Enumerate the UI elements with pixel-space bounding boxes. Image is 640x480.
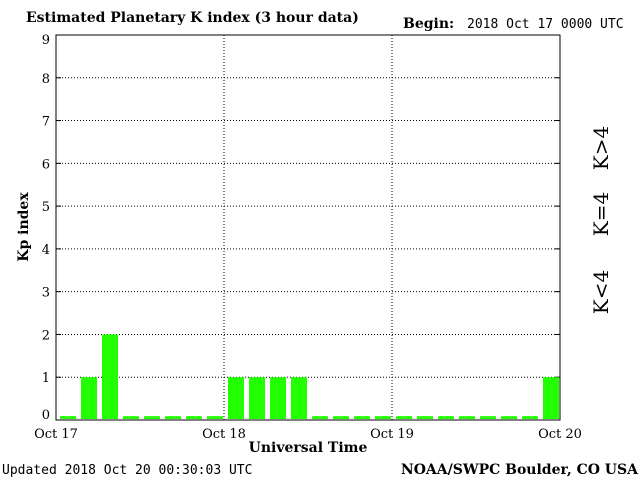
- kp-bar: [438, 416, 454, 419]
- x-tick-labels: Oct 17 Oct 18 Oct 19 Oct 20: [34, 427, 582, 442]
- grid-lines: [56, 34, 560, 421]
- y-tick-label: 1: [42, 371, 50, 386]
- kp-bar: [102, 334, 118, 419]
- y-tick-label: 3: [42, 286, 50, 301]
- y-tick-label: 7: [42, 115, 50, 130]
- kp-bar: [60, 416, 76, 419]
- kp-bar: [270, 377, 286, 419]
- y-tick-label: 8: [42, 72, 50, 87]
- y-tick-label: 4: [42, 243, 50, 258]
- x-tick-label: Oct 19: [370, 427, 414, 442]
- x-axis-label: Universal Time: [249, 440, 368, 456]
- y-tick-label: 9: [42, 33, 50, 48]
- y-tick-label: 5: [42, 200, 50, 215]
- kp-bar: [249, 377, 265, 419]
- kp-bar: [291, 377, 307, 419]
- y-tick-label: 6: [42, 157, 50, 172]
- kp-bar: [522, 416, 538, 419]
- legend-k-equal-4: K=4: [589, 192, 613, 236]
- chart-title: Estimated Planetary K index (3 hour data…: [26, 10, 359, 26]
- kp-bar: [228, 377, 244, 419]
- kp-bar: [354, 416, 370, 419]
- legend-k-greater-4: K>4: [589, 126, 613, 170]
- x-tick-label: Oct 20: [538, 427, 582, 442]
- kp-bar: [459, 416, 475, 419]
- x-tick-label: Oct 18: [202, 427, 246, 442]
- kp-bar: [186, 416, 202, 419]
- kp-bar: [375, 416, 391, 419]
- updated-timestamp: Updated 2018 Oct 20 00:30:03 UTC: [2, 463, 252, 478]
- kp-bar: [207, 416, 223, 419]
- kp-bar: [81, 377, 97, 419]
- source-credit: NOAA/SWPC Boulder, CO USA: [401, 462, 639, 478]
- kp-bar: [417, 416, 433, 419]
- bars-group: [60, 334, 559, 419]
- kp-bar: [165, 416, 181, 419]
- begin-label: Begin:: [403, 16, 454, 32]
- kp-bar: [144, 416, 160, 419]
- y-axis-label: Kp index: [16, 192, 32, 262]
- kp-bar: [312, 416, 328, 419]
- y-tick-label: 0: [42, 408, 50, 423]
- kp-bar: [501, 416, 517, 419]
- kp-bar: [333, 416, 349, 419]
- kp-bar: [543, 377, 559, 419]
- legend-k-less-4: K<4: [589, 270, 613, 314]
- y-tick-labels: 0 1 2 3 4 5 6 7 8 9: [42, 33, 50, 423]
- y-tick-label: 2: [42, 328, 50, 343]
- kp-bar: [480, 416, 496, 419]
- plot-frame: [55, 34, 561, 421]
- kp-bar: [396, 416, 412, 419]
- x-tick-label: Oct 17: [34, 427, 78, 442]
- begin-value: 2018 Oct 17 0000 UTC: [467, 17, 624, 32]
- kp-bar: [123, 416, 139, 419]
